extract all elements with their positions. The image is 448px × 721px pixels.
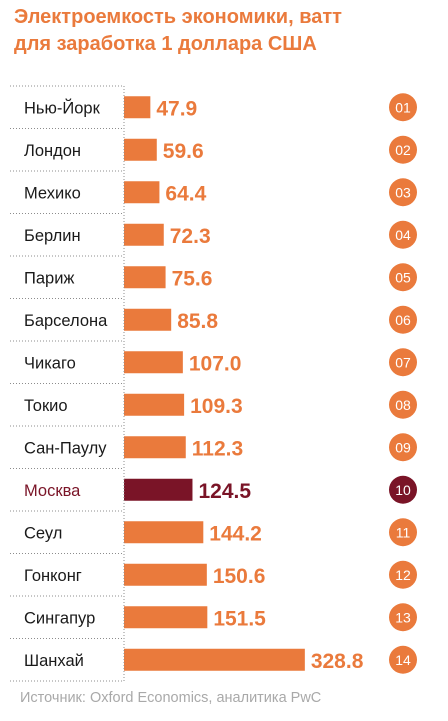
category-label: Чикаго (24, 354, 76, 372)
bar (124, 606, 208, 629)
title-line-1: Электроемкость экономики, ватт (14, 6, 342, 28)
category-label: Барселона (24, 312, 108, 330)
rank-badge (389, 518, 417, 547)
value-label: 85.8 (177, 310, 218, 333)
category-label: Нью-Йорк (24, 98, 101, 117)
value-label: 328.8 (311, 650, 364, 673)
bar-row: Чикаго 107.0 07 (24, 348, 417, 377)
bar-chart: Нью-Йорк 47.9 01 Лондон 59.6 02 Мехико 64.4 03 Бе… (10, 85, 417, 682)
rank-badge (389, 348, 417, 377)
rank-label: 06 (395, 312, 411, 328)
rank-label: 02 (395, 142, 411, 158)
bar-row: Гонконг 150.6 12 (24, 560, 417, 589)
category-label: Париж (24, 269, 74, 287)
bar (124, 96, 151, 119)
rank-label: 10 (395, 482, 411, 498)
bar (124, 648, 305, 671)
rank-badge (389, 390, 417, 419)
value-label: 109.3 (190, 395, 243, 418)
rank-badge (389, 475, 417, 504)
value-label: 151.5 (213, 607, 266, 630)
rank-label: 07 (395, 354, 411, 370)
category-label: Сеул (24, 524, 62, 542)
rank-label: 08 (395, 397, 411, 413)
rank-badge (389, 603, 417, 632)
bar-row: Париж 75.6 05 (24, 263, 417, 292)
rank-badge (389, 220, 417, 249)
value-label: 112.3 (192, 437, 243, 460)
rank-badge (389, 135, 417, 164)
bar-row: Москва 124.5 10 (24, 475, 417, 504)
value-label: 72.3 (170, 225, 211, 248)
rank-label: 14 (395, 652, 411, 668)
value-label: 47.9 (156, 97, 197, 120)
bar-row: Шанхай 328.8 14 (24, 645, 417, 674)
rank-badge (389, 178, 417, 207)
category-label: Шанхай (24, 652, 84, 670)
bar (124, 393, 185, 416)
value-label: 75.6 (172, 267, 213, 290)
rank-badge (389, 433, 417, 462)
value-label: 59.6 (163, 140, 204, 163)
category-label: Москва (24, 482, 81, 500)
bar (124, 521, 204, 544)
category-label: Гонконг (24, 567, 82, 585)
bar-row: Нью-Йорк 47.9 01 (24, 93, 417, 122)
bar (124, 223, 164, 246)
bar (124, 478, 193, 501)
bar (124, 266, 166, 289)
value-label: 150.6 (213, 565, 266, 588)
rank-badge (389, 93, 417, 122)
category-label: Токио (24, 397, 68, 415)
value-label: 107.0 (189, 352, 242, 375)
chart-title: Электроемкость экономики, ватт для зараб… (14, 4, 444, 58)
bar (124, 308, 172, 331)
value-label: 144.2 (209, 522, 262, 545)
rank-badge (389, 645, 417, 674)
rank-label: 01 (395, 99, 411, 115)
bar-row: Сан-Паулу 112.3 09 (24, 433, 417, 462)
value-label: 124.5 (198, 480, 251, 503)
source-note: Источник: Oxford Economics, аналитика Pw… (20, 690, 322, 706)
bar-row: Сеул 144.2 11 (24, 518, 417, 547)
category-label: Берлин (24, 227, 81, 245)
rank-label: 03 (395, 184, 411, 200)
category-label: Сан-Паулу (24, 439, 107, 457)
rank-label: 04 (395, 227, 411, 243)
rank-badge (389, 263, 417, 292)
rank-badge (389, 305, 417, 334)
bar (124, 138, 157, 161)
bar-row: Мехико 64.4 03 (24, 178, 417, 207)
rank-badge (389, 560, 417, 589)
bar-row: Токио 109.3 08 (24, 390, 417, 419)
bar-row: Сингапур 151.5 13 (24, 603, 417, 632)
bar-row: Лондон 59.6 02 (24, 135, 417, 164)
rank-label: 11 (396, 524, 411, 540)
category-label: Сингапур (24, 609, 95, 627)
value-label: 64.4 (165, 182, 206, 205)
bar (124, 436, 186, 459)
bar (124, 563, 207, 586)
bar-row: Барселона 85.8 06 (24, 305, 417, 334)
rank-label: 13 (395, 609, 411, 625)
title-line-2: для заработка 1 доллара США (14, 33, 317, 55)
rank-label: 09 (395, 439, 411, 455)
bar (124, 351, 183, 374)
bar-row: Берлин 72.3 04 (24, 220, 417, 249)
category-label: Мехико (24, 184, 81, 202)
bar (124, 181, 160, 204)
rank-label: 12 (395, 567, 411, 583)
rank-label: 05 (395, 269, 411, 285)
category-label: Лондон (24, 142, 81, 160)
